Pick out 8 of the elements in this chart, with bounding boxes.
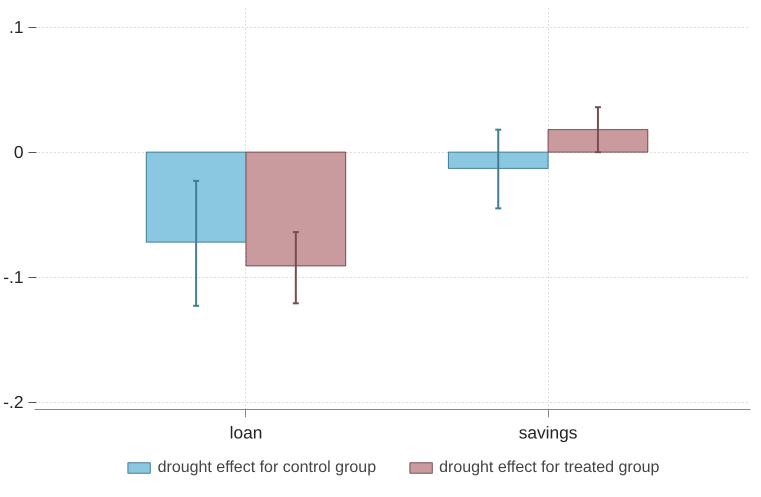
legend-label: drought effect for treated group <box>439 458 660 476</box>
y-tick-label: -.1 <box>3 267 24 288</box>
x-tick-label: savings <box>518 422 578 442</box>
y-tick-label: -.2 <box>3 392 24 412</box>
y-tick-label: .1 <box>9 17 24 38</box>
y-tick-label: 0 <box>14 142 24 162</box>
legend-label: drought effect for control group <box>158 458 376 476</box>
x-tick-label: loan <box>230 422 262 442</box>
